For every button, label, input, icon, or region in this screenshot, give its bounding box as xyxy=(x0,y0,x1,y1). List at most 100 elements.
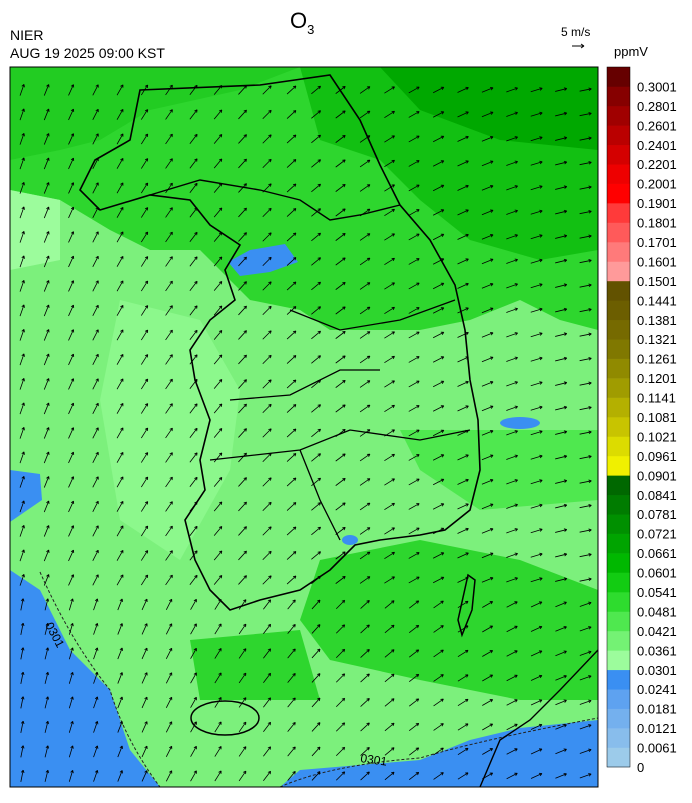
wind-arrow xyxy=(481,307,494,314)
wind-arrow xyxy=(579,650,592,656)
wind-arrow xyxy=(165,280,173,292)
wind-arrow xyxy=(92,206,99,219)
colorbar-label: 0.0421 xyxy=(637,624,677,639)
wind-arrow xyxy=(360,722,370,732)
wind-arrow xyxy=(19,182,25,194)
wind-arrow xyxy=(506,356,518,362)
wind-arrow xyxy=(286,404,297,413)
agency: NIER xyxy=(10,27,43,43)
wind-arrow xyxy=(68,255,75,268)
wind-arrow xyxy=(579,455,592,460)
wind-arrow xyxy=(457,258,469,265)
wind-arrow xyxy=(481,283,494,289)
wind-arrow xyxy=(408,160,420,167)
wind-arrow xyxy=(140,427,149,439)
wind-arrow xyxy=(20,598,25,611)
wind-arrow xyxy=(482,601,494,608)
wind-arrow xyxy=(189,84,198,96)
wind-arrow xyxy=(481,405,494,412)
wind-arrow xyxy=(335,232,346,241)
wind-arrow xyxy=(408,86,420,94)
wind-arrow xyxy=(555,773,567,779)
wind-arrow xyxy=(262,109,272,120)
wind-arrow xyxy=(457,209,469,216)
wind-arrow xyxy=(286,232,297,242)
wind-arrow xyxy=(432,184,445,192)
wind-arrow xyxy=(116,451,124,463)
wind-arrow xyxy=(68,622,74,635)
wind-arrow xyxy=(432,233,445,241)
wind-arrow xyxy=(408,454,420,461)
wind-arrow xyxy=(384,135,395,143)
wind-arrow xyxy=(335,159,346,168)
wind-arrow xyxy=(335,85,346,94)
wind-arrow xyxy=(44,622,50,635)
wind-arrow xyxy=(555,185,568,190)
colorbar-box xyxy=(607,358,630,379)
wind-arrow xyxy=(165,84,173,96)
low-region xyxy=(280,720,598,787)
colorbar-label: 0.0241 xyxy=(637,682,677,697)
wind-arrow xyxy=(19,108,25,121)
wind-arrow xyxy=(165,109,173,120)
wind-arrow xyxy=(335,330,346,339)
wind-arrow xyxy=(360,600,370,609)
wind-arrow xyxy=(335,697,346,708)
wind-arrow xyxy=(555,111,568,117)
wind-arrow xyxy=(457,331,469,338)
wind-arrow xyxy=(506,748,518,755)
wind-arrow xyxy=(481,503,494,510)
wind-arrow xyxy=(384,600,395,609)
wind-arrow xyxy=(19,133,25,145)
colorbar-label: 0.0541 xyxy=(637,585,677,600)
wind-arrow xyxy=(43,280,50,292)
wind-arrow xyxy=(213,158,223,169)
wind-arrow xyxy=(408,527,420,535)
wind-arrow xyxy=(43,182,50,194)
field-region xyxy=(10,190,60,270)
wind-arrow xyxy=(43,500,50,513)
colorbar-label: 0.2001 xyxy=(637,177,677,192)
wind-arrows xyxy=(19,84,592,782)
wind-arrow xyxy=(43,378,50,390)
wind-arrow xyxy=(213,109,223,120)
map: 0301 0301 xyxy=(10,67,598,787)
wind-arrow xyxy=(68,500,75,513)
wind-arrow xyxy=(311,722,321,732)
wind-arrow xyxy=(530,479,543,485)
wind-arrow xyxy=(530,234,543,240)
wind-arrow xyxy=(214,599,222,610)
wind-arrow xyxy=(116,353,124,365)
wind-arrow xyxy=(19,280,25,292)
wind-arrow xyxy=(384,282,395,290)
wind-arrow xyxy=(579,601,592,607)
wind-arrow xyxy=(408,649,420,658)
wind-arrow xyxy=(116,280,124,292)
wind-arrow xyxy=(311,624,321,634)
wind-arrow xyxy=(141,647,148,660)
wind-arrow xyxy=(93,721,99,733)
wind-arrow xyxy=(140,403,149,414)
colorbar-label: 0.1701 xyxy=(637,235,677,250)
wind-arrow xyxy=(238,379,247,389)
colorbar-box xyxy=(607,67,630,87)
wind-arrow xyxy=(481,332,494,338)
colorbar-box xyxy=(607,630,630,651)
colorbar-box xyxy=(607,650,630,671)
wind-arrow xyxy=(20,769,25,782)
wind-arrow xyxy=(238,746,247,757)
wind-arrow xyxy=(457,454,469,461)
wind-arrow xyxy=(213,134,223,144)
wind-arrow xyxy=(506,160,518,166)
wind-arrow xyxy=(165,647,173,660)
wind-arrow xyxy=(93,598,99,611)
wind-arrow xyxy=(44,598,50,611)
wind-arrow xyxy=(214,648,222,659)
wind-arrow xyxy=(140,256,149,267)
wind-arrow xyxy=(116,133,124,145)
wind-arrow xyxy=(19,525,25,537)
wind-arrow xyxy=(311,183,321,193)
wind-arrow xyxy=(408,380,420,388)
wind-arrow xyxy=(482,674,494,682)
